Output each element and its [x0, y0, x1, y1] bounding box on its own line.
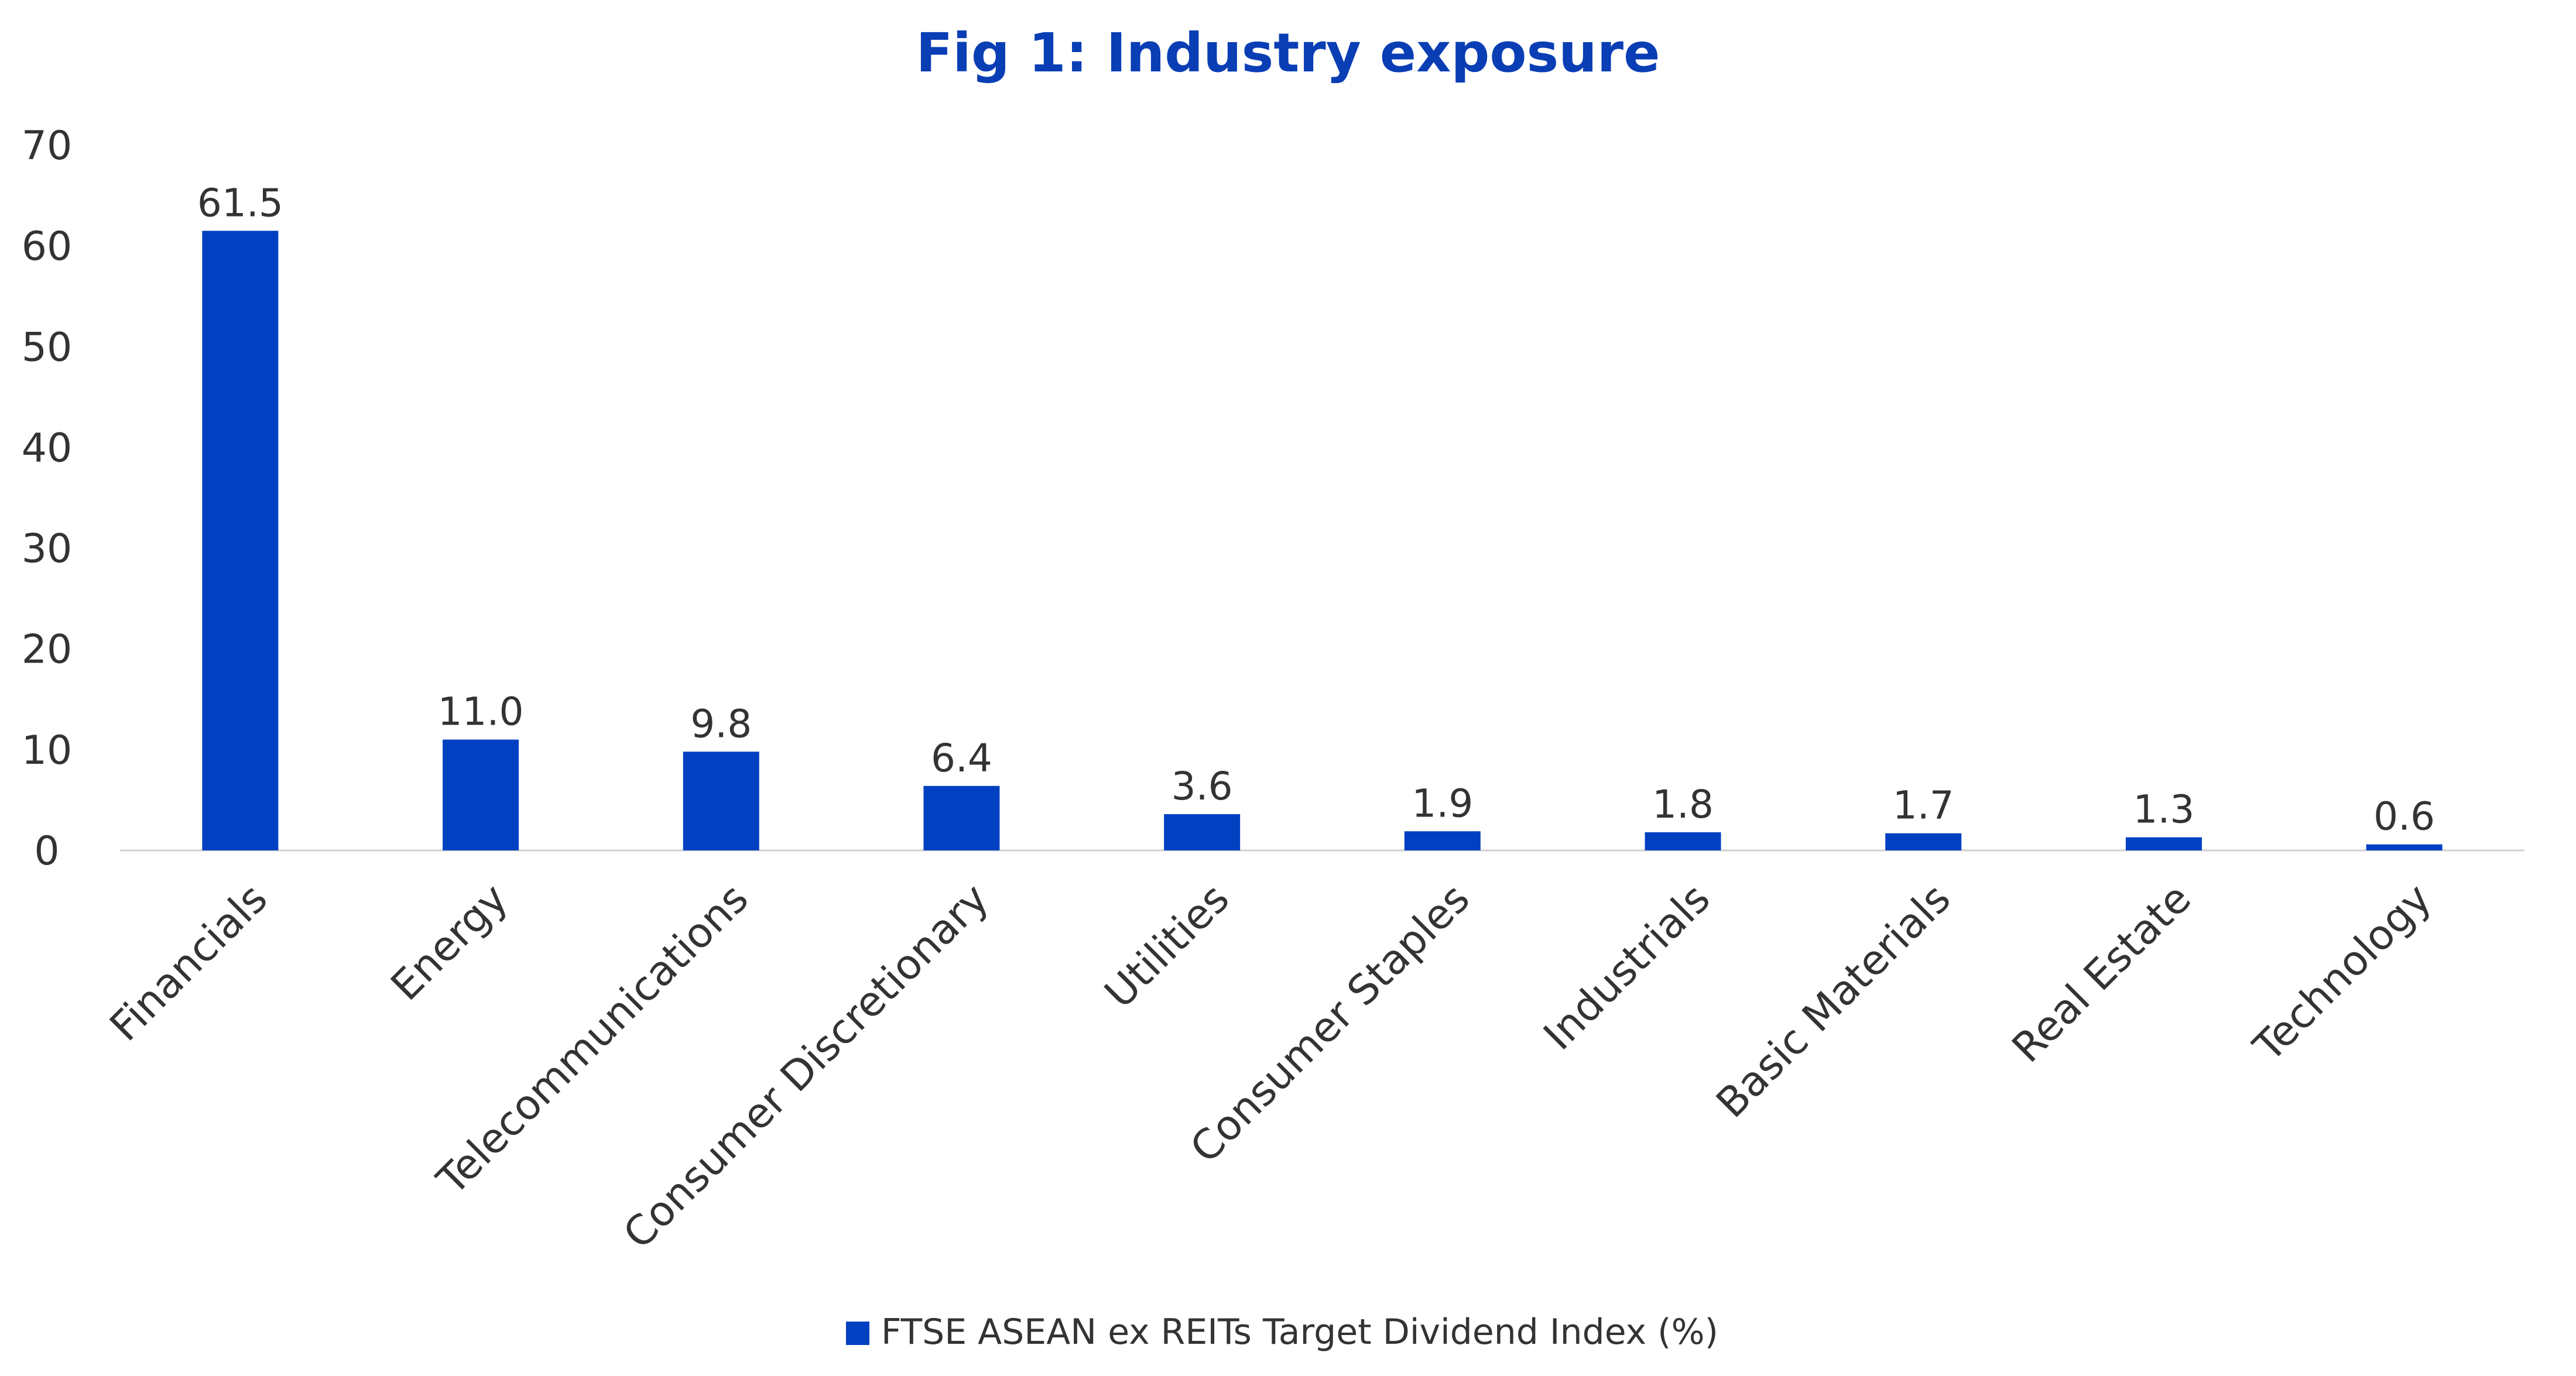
bar [443, 739, 519, 850]
chart-title: Fig 1: Industry exposure [916, 22, 1660, 84]
category-label: Basic Materials [1707, 874, 1960, 1127]
value-labels: 61.5 11.0 9.8 6.4 3.6 1.9 1.8 1.7 1.3 0.6 [197, 180, 2435, 839]
bar [202, 231, 279, 851]
value-label: 1.3 [2133, 787, 2194, 832]
y-tick-label: 10 [22, 728, 73, 774]
category-label: Financials [101, 874, 277, 1051]
legend-swatch [846, 1322, 869, 1345]
bar [2366, 844, 2443, 850]
y-tick-label: 60 [22, 224, 73, 270]
bar [1164, 814, 1241, 850]
category-label: Industrials [1534, 874, 1719, 1059]
value-label: 6.4 [931, 736, 992, 781]
bar [2125, 837, 2202, 850]
y-tick-label: 30 [22, 526, 73, 572]
category-label: Energy [382, 874, 517, 1010]
value-label: 0.6 [2373, 794, 2435, 839]
legend: FTSE ASEAN ex REITs Target Dividend Inde… [846, 1312, 1718, 1353]
category-label: Real Estate [2003, 874, 2200, 1072]
y-axis-ticks: 0 10 20 30 40 50 60 70 [22, 123, 73, 874]
category-label: Utilities [1095, 874, 1238, 1017]
bar [1645, 832, 1721, 850]
value-label: 1.7 [1893, 783, 1954, 828]
value-label: 61.5 [197, 180, 283, 225]
y-tick-label: 70 [22, 123, 73, 169]
y-tick-label: 50 [22, 324, 73, 370]
bar [683, 752, 759, 850]
value-label: 3.6 [1171, 764, 1233, 809]
bar [1885, 833, 1962, 850]
bar [923, 785, 1000, 850]
value-label: 1.9 [1412, 781, 1473, 826]
bars [202, 231, 2443, 851]
value-label: 9.8 [690, 701, 752, 746]
y-tick-label: 40 [22, 425, 73, 471]
category-labels: Financials EnergyTelecommunicationsConsum… [101, 874, 2441, 1258]
y-tick-label: 0 [34, 828, 59, 874]
category-label: Technology [2244, 874, 2441, 1071]
value-label: 1.8 [1652, 782, 1714, 827]
value-label: 11.0 [438, 689, 524, 735]
y-tick-label: 20 [22, 627, 73, 673]
legend-label: FTSE ASEAN ex REITs Target Dividend Inde… [881, 1312, 1718, 1353]
bar [1404, 831, 1481, 850]
